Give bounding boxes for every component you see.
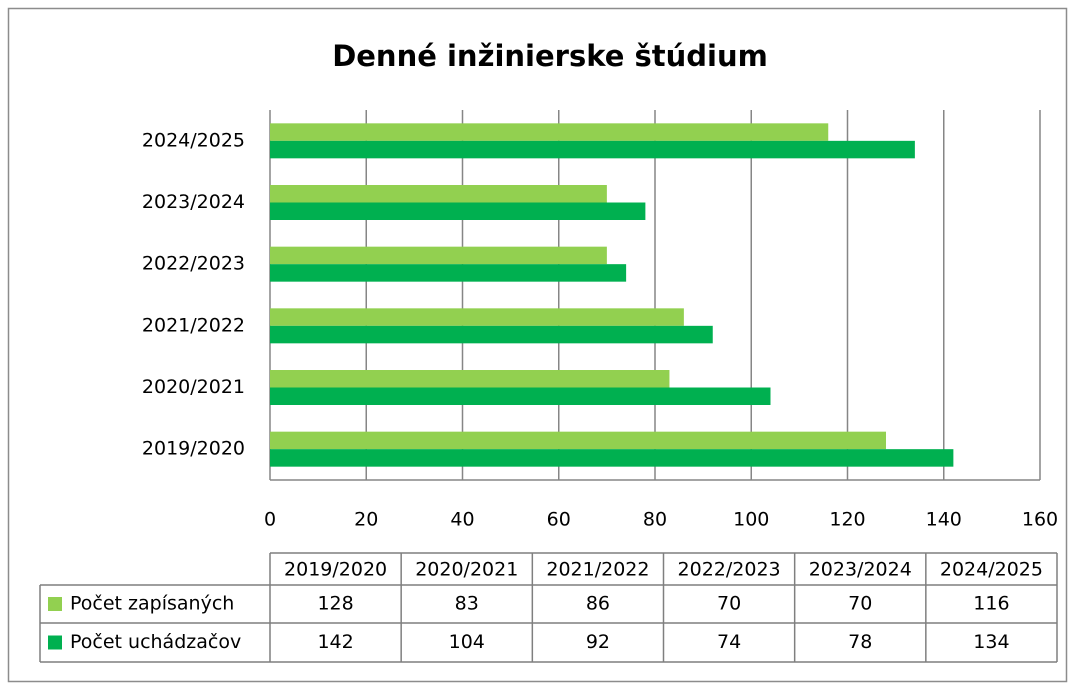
x-tick-label: 80 — [643, 509, 667, 531]
y-tick-label: 2019/2020 — [142, 438, 245, 460]
table-cell: 128 — [317, 593, 353, 615]
table-cell: 70 — [717, 593, 741, 615]
x-tick-label: 160 — [1022, 509, 1058, 531]
table-cell: 92 — [586, 631, 610, 653]
chart-border — [7, 7, 1068, 683]
x-tick-label: 120 — [829, 509, 865, 531]
bar — [270, 264, 627, 282]
y-tick-label: 2022/2023 — [142, 253, 245, 275]
table-cell: 104 — [449, 631, 485, 653]
x-tick-label: 140 — [926, 509, 962, 531]
x-tick-label: 40 — [450, 509, 474, 531]
table-header: 2019/2020 — [284, 559, 387, 581]
table-cell: 74 — [717, 631, 741, 653]
table-header: 2023/2024 — [809, 559, 912, 581]
bar — [270, 449, 954, 467]
legend-label: Počet uchádzačov — [70, 631, 241, 653]
bar — [270, 246, 607, 265]
chart-title: Denné inžinierske štúdium — [332, 39, 768, 73]
table-header: 2021/2022 — [546, 559, 649, 581]
x-tick-label: 0 — [264, 509, 276, 531]
table-cell: 83 — [455, 593, 479, 615]
table-header: 2020/2021 — [415, 559, 518, 581]
table-cell: 142 — [317, 631, 353, 653]
table-cell: 116 — [973, 593, 1009, 615]
bar — [270, 202, 646, 220]
table-header: 2024/2025 — [940, 559, 1043, 581]
table-cell: 86 — [586, 593, 610, 615]
table-cell: 70 — [848, 593, 872, 615]
bar — [270, 325, 713, 344]
x-tick-label: 20 — [354, 509, 378, 531]
x-tick-label: 100 — [733, 509, 769, 531]
bar — [270, 140, 915, 159]
bar — [270, 431, 886, 450]
bar — [270, 308, 684, 326]
bar — [270, 185, 607, 203]
legend-label: Počet zapísaných — [70, 593, 234, 615]
x-tick-label: 60 — [547, 509, 571, 531]
y-tick-label: 2024/2025 — [142, 129, 245, 151]
y-tick-label: 2023/2024 — [142, 191, 245, 213]
legend-swatch — [48, 597, 62, 611]
bar — [270, 123, 829, 141]
table-cell: 134 — [973, 631, 1009, 653]
legend-swatch — [48, 635, 62, 650]
table-cell: 78 — [848, 631, 872, 653]
table-header: 2022/2023 — [678, 559, 781, 581]
y-tick-label: 2021/2022 — [142, 314, 245, 336]
y-tick-label: 2020/2021 — [142, 376, 245, 398]
bar — [270, 370, 670, 388]
bar — [270, 387, 771, 405]
